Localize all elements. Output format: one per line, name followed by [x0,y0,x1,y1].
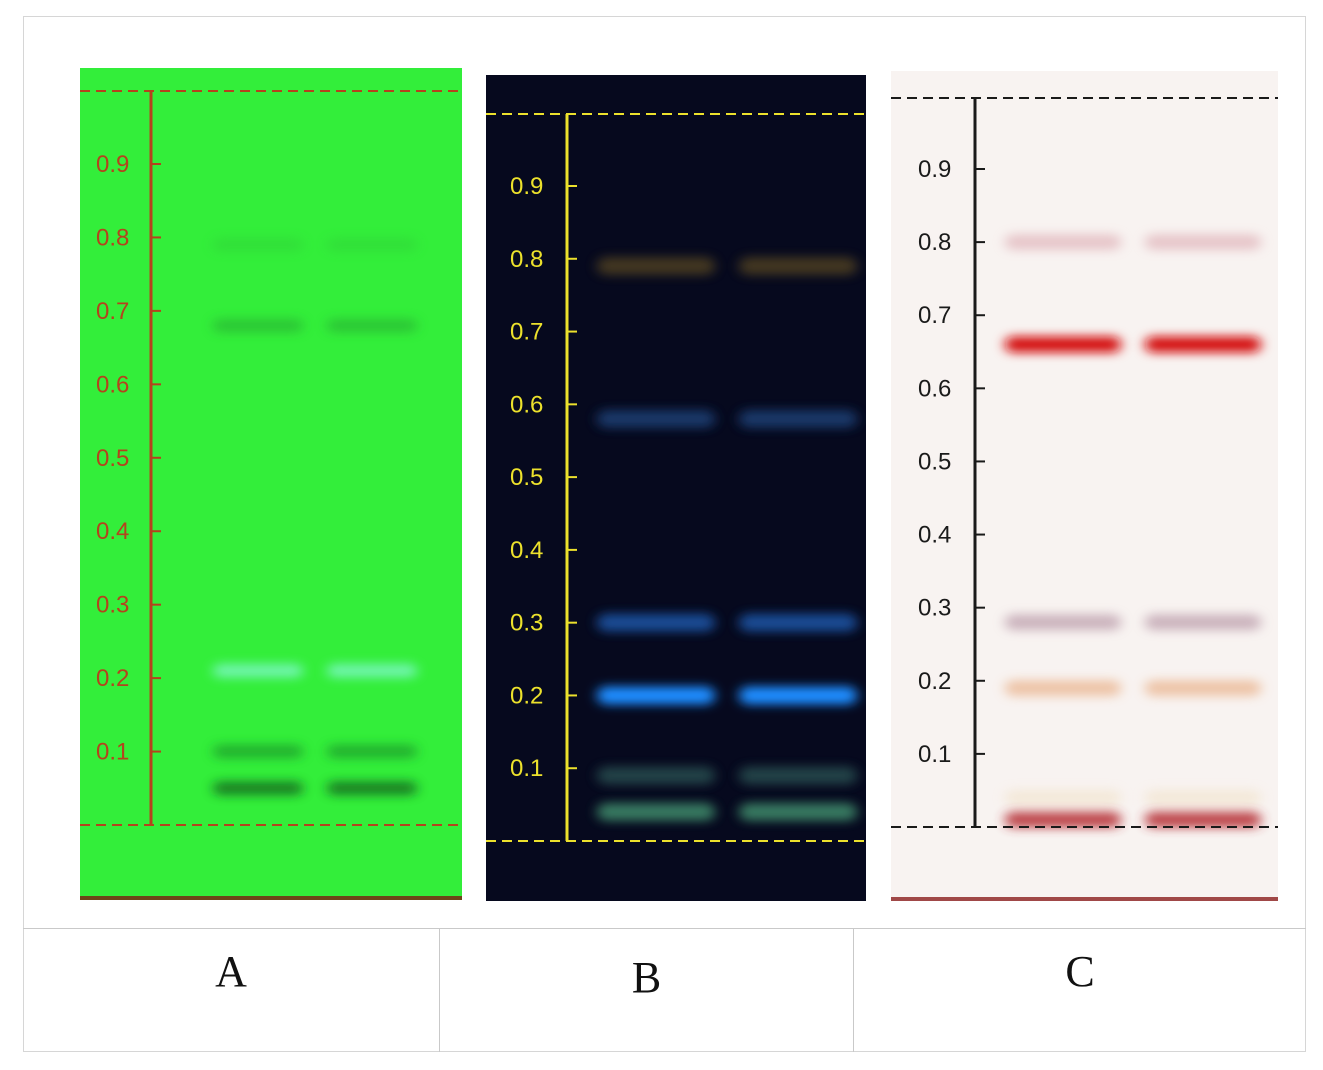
band-a-rf01-lane1 [213,744,303,759]
band-c-rf08-lane1 [1005,234,1121,251]
band-b-rf02-lane1 [597,686,715,705]
rf-tick-label-a: 0.7 [96,298,129,325]
rf-tick-label-c: 0.7 [918,302,951,329]
band-a-rf068-lane1 [213,318,303,333]
plate-background-c [891,71,1278,901]
tlc-plate-a-graphic: 0.9 0.8 0.7 0.6 0.5 0.4 0.3 0.2 0.1 [80,68,462,900]
rf-tick-label-c: 0.9 [918,156,951,183]
band-c-rf019-lane2 [1145,680,1261,697]
plate-label-b: B [631,953,662,1002]
rf-tick-label-a: 0.9 [96,151,129,178]
band-a-rf021-lane1 [213,663,303,678]
band-b-rf004-lane2 [739,802,857,821]
band-c-rf019-lane1 [1005,680,1121,697]
plate-edge-a [80,896,462,900]
rf-tick-label-b: 0.2 [510,682,543,709]
rf-tick-label-c: 0.6 [918,375,951,402]
rf-tick-label-a: 0.8 [96,224,129,251]
band-b-rf079-lane1 [597,257,715,276]
band-b-rf009-lane2 [739,766,857,785]
band-b-rf03-lane2 [739,613,857,632]
plate-background-a [80,68,462,900]
tlc-plate-b-graphic: 0.9 0.8 0.7 0.6 0.5 0.4 0.3 0.2 0.1 [486,75,866,901]
band-c-rf08-lane2 [1145,234,1261,251]
rf-tick-label-b: 0.4 [510,537,543,564]
plate-label-a: A [215,947,247,996]
tlc-plate-c-graphic: 0.9 0.8 0.7 0.6 0.5 0.4 0.3 0.2 0.1 [891,71,1278,901]
band-a-rf01-lane2 [327,744,417,759]
plate-background-b [486,75,866,901]
band-a-rf005-lane1 [213,781,303,796]
rf-tick-label-c: 0.2 [918,668,951,695]
rf-tick-label-b: 0.9 [510,173,543,200]
label-column-divider-1 [439,928,440,1052]
tlc-plate-b: 0.9 0.8 0.7 0.6 0.5 0.4 0.3 0.2 0.1 [486,75,866,901]
rf-tick-label-b: 0.1 [510,755,543,782]
rf-tick-label-c: 0.4 [918,522,951,549]
band-a-rf068-lane2 [327,318,417,333]
band-c-rf001-lane1 [1005,811,1121,828]
label-row-divider [23,928,1306,929]
rf-tick-label-b: 0.6 [510,391,543,418]
band-c-rf066-lane2 [1145,336,1261,353]
plate-label-c: C [1065,947,1095,996]
rf-tick-label-a: 0.5 [96,445,129,472]
band-b-rf004-lane1 [597,802,715,821]
band-c-rf001-lane2 [1145,811,1261,828]
rf-tick-label-c: 0.1 [918,741,951,768]
rf-tick-label-c: 0.3 [918,595,951,622]
band-b-rf02-lane2 [739,686,857,705]
band-c-rf028-lane2 [1145,614,1261,631]
tlc-plate-c: 0.9 0.8 0.7 0.6 0.5 0.4 0.3 0.2 0.1 [891,71,1278,901]
rf-tick-label-c: 0.8 [918,229,951,256]
band-a-rf079-lane1 [213,237,303,252]
band-a-rf021-lane2 [327,663,417,678]
rf-tick-label-b: 0.5 [510,464,543,491]
rf-tick-label-a: 0.6 [96,371,129,398]
rf-tick-label-a: 0.2 [96,665,129,692]
rf-tick-label-a: 0.3 [96,592,129,619]
band-b-rf079-lane2 [739,257,857,276]
rf-tick-label-a: 0.4 [96,518,129,545]
plate-edge-c [891,897,1278,901]
band-a-rf079-lane2 [327,237,417,252]
band-c-rf028-lane1 [1005,614,1121,631]
rf-tick-label-c: 0.5 [918,448,951,475]
band-b-rf009-lane1 [597,766,715,785]
rf-tick-label-a: 0.1 [96,739,129,766]
band-b-rf058-lane2 [739,409,857,428]
band-c-rf066-lane1 [1005,336,1121,353]
band-a-rf005-lane2 [327,781,417,796]
band-b-rf03-lane1 [597,613,715,632]
rf-tick-label-b: 0.7 [510,319,543,346]
label-column-divider-2 [853,928,854,1052]
rf-tick-label-b: 0.8 [510,246,543,273]
band-b-rf058-lane1 [597,409,715,428]
band-c-rf004-lane2 [1145,789,1261,806]
rf-tick-label-b: 0.3 [510,610,543,637]
tlc-plate-a: 0.9 0.8 0.7 0.6 0.5 0.4 0.3 0.2 0.1 [80,68,462,900]
band-c-rf004-lane1 [1005,789,1121,806]
